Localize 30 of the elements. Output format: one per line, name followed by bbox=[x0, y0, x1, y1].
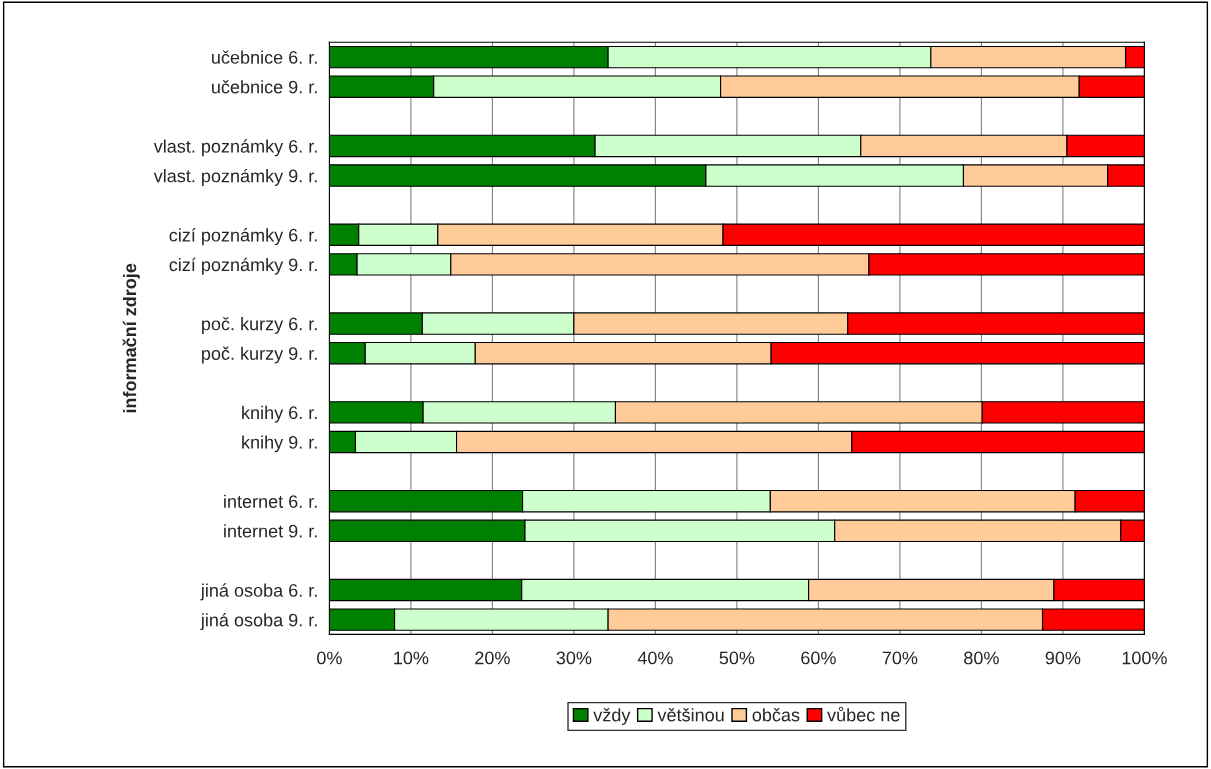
y-tick-label: vlast. poznámky 6. r. bbox=[153, 139, 317, 157]
x-tick-label: 80% bbox=[964, 651, 999, 665]
y-tick-label: cizí poznámky 9. r. bbox=[169, 257, 317, 275]
y-tick-label: cizí poznámky 6. r. bbox=[169, 228, 317, 246]
x-tick-label: 30% bbox=[556, 651, 592, 665]
x-tick-label: 70% bbox=[882, 651, 918, 665]
x-tick-label: 20% bbox=[475, 651, 510, 665]
y-tick-label: knihy 6. r. bbox=[242, 405, 317, 423]
y-tick-label: internet 6. r. bbox=[224, 494, 317, 508]
y-tick-label: internet 9. r. bbox=[224, 524, 317, 538]
y-axis-title: informační zdroje bbox=[122, 263, 140, 413]
legend-label: většinou bbox=[657, 708, 724, 722]
legend-label: občas bbox=[752, 708, 800, 722]
x-tick-label: 60% bbox=[801, 651, 836, 665]
y-tick-label: učebnice 9. r. bbox=[212, 80, 317, 94]
y-tick-label: knihy 9. r. bbox=[242, 435, 317, 453]
x-tick-label: 40% bbox=[637, 651, 673, 665]
y-tick-label: jiná osoba 6. r. bbox=[200, 583, 317, 601]
legend-label: vůbec ne bbox=[827, 706, 900, 722]
y-tick-label: vlast. poznámky 9. r. bbox=[153, 168, 317, 186]
y-tick-label: poč. kurzy 6. r. bbox=[202, 316, 317, 334]
y-tick-label: jiná osoba 9. r. bbox=[200, 612, 317, 631]
x-tick-label: 100% bbox=[1122, 651, 1167, 665]
x-tick-label: 0% bbox=[317, 651, 342, 665]
x-tick-label: 90% bbox=[1045, 651, 1081, 665]
x-tick-label: 50% bbox=[719, 651, 755, 665]
legend-label: vždy bbox=[593, 708, 631, 725]
y-tick-label: učebnice 6. r. bbox=[212, 50, 317, 64]
x-tick-label: 10% bbox=[394, 651, 429, 665]
y-tick-label: poč. kurzy 9. r. bbox=[202, 346, 317, 364]
